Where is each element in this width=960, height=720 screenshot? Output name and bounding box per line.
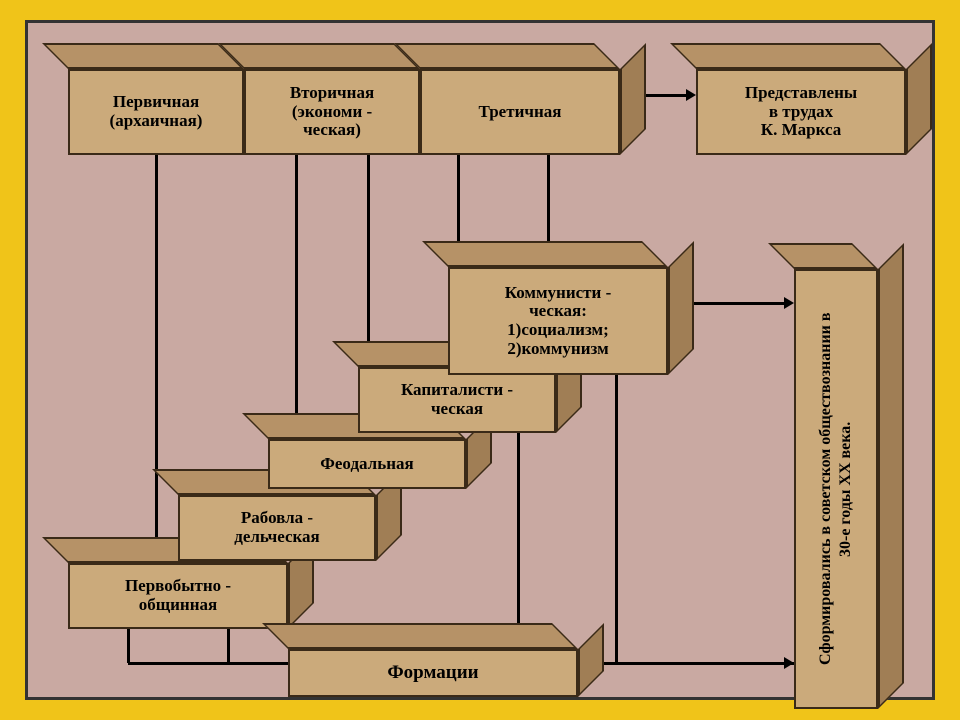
box-formations-label: Формации — [288, 649, 578, 697]
box-tertiary-label: Третичная — [420, 69, 620, 155]
box-tertiary: Третичная — [420, 43, 646, 155]
box-feudal-label: Феодальная — [268, 439, 466, 489]
box-capitalist-label: Капиталисти - ческая — [358, 367, 556, 433]
box-soviet: Сформировались в советском обществознани… — [794, 243, 904, 709]
connector — [128, 662, 288, 665]
box-soviet-label: Сформировались в советском обществознани… — [794, 269, 878, 709]
outer-frame: Первичная (архаичная)Вторичная (экономи … — [0, 0, 960, 720]
box-secondary-label: Вторичная (экономи - ческая) — [244, 69, 420, 155]
box-soviet-label: Сформировались в советском обществознани… — [796, 271, 876, 707]
box-primitive-label: Первобытно - общинная — [68, 563, 288, 629]
box-primary-label: Первичная (архаичная) — [68, 69, 244, 155]
connector — [646, 94, 688, 97]
connector — [616, 662, 786, 665]
box-communist-label: Коммунисти - ческая: 1)социализм; 2)комм… — [448, 267, 668, 375]
arrowhead — [784, 297, 794, 309]
arrowhead — [784, 657, 794, 669]
connector — [367, 155, 370, 359]
connector — [155, 155, 158, 555]
box-communist: Коммунисти - ческая: 1)социализм; 2)комм… — [448, 241, 694, 375]
box-formations: Формации — [288, 623, 604, 697]
connector — [615, 375, 618, 663]
arrowhead — [686, 89, 696, 101]
box-slave-label: Рабовла - дельческая — [178, 495, 376, 561]
box-marx: Представлены в трудах К. Маркса — [696, 43, 932, 155]
connector — [694, 302, 786, 305]
box-marx-label: Представлены в трудах К. Маркса — [696, 69, 906, 155]
connector — [127, 629, 130, 663]
connector — [295, 155, 298, 431]
diagram-canvas: Первичная (архаичная)Вторичная (экономи … — [25, 20, 935, 700]
